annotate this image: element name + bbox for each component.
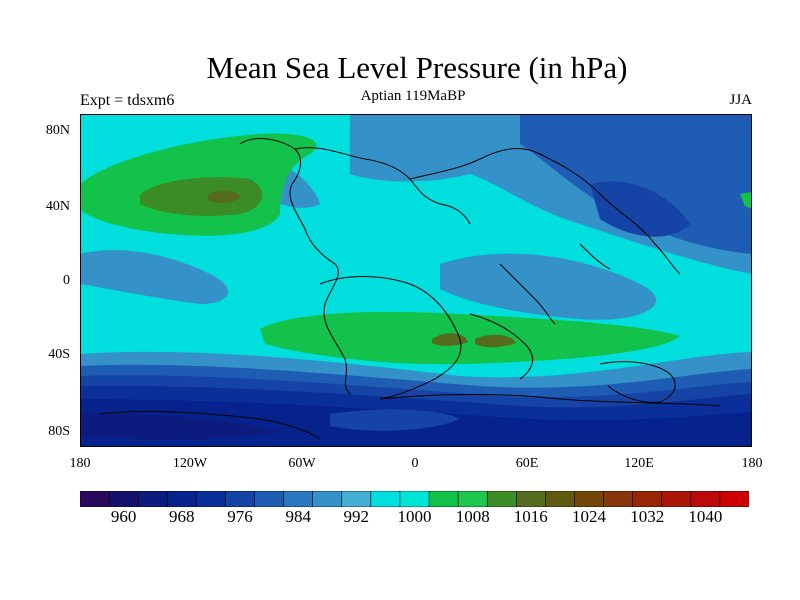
pressure-field-equator-low bbox=[80, 250, 229, 304]
lat-label-80s: 80S bbox=[48, 424, 70, 439]
colorbar-swatch bbox=[661, 491, 692, 507]
pressure-field-south-high bbox=[260, 311, 680, 365]
pressure-map bbox=[80, 114, 752, 447]
pressure-field-pacific-high-core bbox=[140, 177, 263, 216]
lat-label-80n: 80N bbox=[45, 123, 70, 138]
lat-label-40s: 40S bbox=[48, 347, 70, 362]
lon-label-60w: 60W bbox=[288, 456, 316, 471]
colorbar-swatch bbox=[108, 491, 139, 507]
colorbar-swatch bbox=[137, 491, 168, 507]
colorbar-swatch bbox=[80, 491, 110, 507]
pressure-field-north-lower bbox=[520, 114, 752, 254]
experiment-label: Expt = tdsxm6 bbox=[80, 92, 175, 109]
lat-label-0: 0 bbox=[63, 273, 70, 288]
colorbar-tick-label: 1040 bbox=[688, 507, 723, 526]
chart-subtitle: Aptian 119MaBP bbox=[360, 88, 466, 104]
colorbar-swatch bbox=[457, 491, 488, 507]
colorbar-swatch bbox=[574, 491, 605, 507]
coastlines bbox=[99, 138, 721, 440]
colorbar bbox=[80, 491, 749, 507]
pressure-field-east-high bbox=[740, 192, 752, 209]
colorbar-swatch bbox=[283, 491, 314, 507]
colorbar-swatch bbox=[603, 491, 634, 507]
colorbar-swatch bbox=[166, 491, 197, 507]
colorbar-swatch bbox=[370, 491, 401, 507]
colorbar-tick-label: 968 bbox=[169, 507, 195, 526]
colorbar-swatch bbox=[312, 491, 343, 507]
map-border bbox=[80, 114, 752, 447]
colorbar-swatch bbox=[254, 491, 285, 507]
pressure-field-equator-low-2 bbox=[440, 253, 657, 320]
chart-title: Mean Sea Level Pressure (in hPa) bbox=[206, 50, 628, 85]
colorbar-swatch bbox=[196, 491, 227, 507]
colorbar-swatch bbox=[341, 491, 372, 507]
colorbar-tick-label: 960 bbox=[110, 507, 137, 526]
lon-label-60e: 60E bbox=[515, 456, 539, 471]
lon-label-0: 0 bbox=[411, 456, 419, 471]
colorbar-tick-label: 1032 bbox=[630, 507, 665, 526]
colorbar-tick-label: 1024 bbox=[572, 507, 606, 526]
colorbar-swatch bbox=[545, 491, 576, 507]
lon-label-180w: 180 bbox=[69, 456, 91, 471]
season-label: JJA bbox=[729, 92, 752, 108]
colorbar-tick-label: 976 bbox=[227, 507, 253, 526]
colorbar-swatch bbox=[719, 491, 749, 507]
colorbar-swatch bbox=[515, 491, 546, 507]
lon-label-180e: 180 bbox=[741, 456, 763, 471]
pressure-field-south-low-6 bbox=[330, 409, 460, 431]
pressure-field-pacific-high-center bbox=[208, 190, 240, 203]
colorbar-swatch bbox=[632, 491, 663, 507]
colorbar-tick-label: 984 bbox=[285, 507, 311, 526]
colorbar-swatch bbox=[225, 491, 256, 507]
colorbar-swatch bbox=[428, 491, 459, 507]
colorbar-tick-label: 1000 bbox=[397, 507, 432, 526]
colorbar-tick-label: 992 bbox=[343, 507, 370, 526]
lat-label-40n: 40N bbox=[45, 199, 70, 214]
pressure-field-south-low-7 bbox=[80, 413, 280, 440]
pressure-field-south-high-core-2 bbox=[475, 334, 516, 348]
colorbar-swatch bbox=[399, 491, 430, 507]
colorbar-swatch bbox=[486, 491, 517, 507]
lon-label-120w: 120W bbox=[172, 456, 208, 471]
colorbar-tick-label: 1008 bbox=[455, 507, 490, 526]
lon-label-120e: 120E bbox=[624, 456, 654, 471]
pressure-field-north-lowest bbox=[590, 181, 690, 237]
colorbar-swatch bbox=[690, 491, 721, 507]
colorbar-tick-label: 1016 bbox=[513, 507, 548, 526]
